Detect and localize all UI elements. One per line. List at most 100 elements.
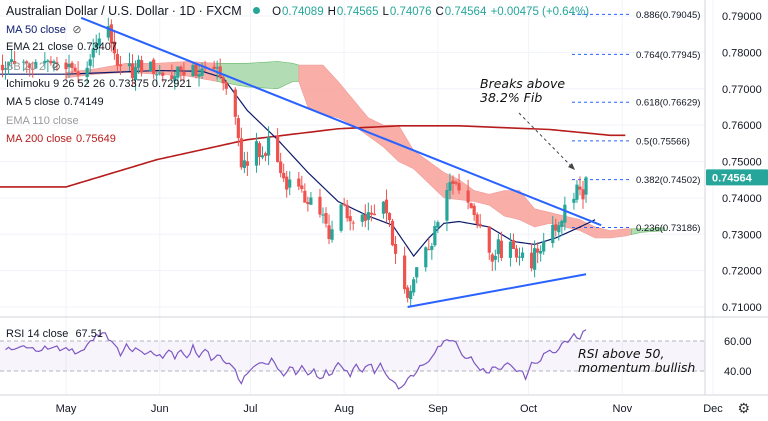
candle-body <box>6 61 11 66</box>
candle-body <box>321 214 325 216</box>
candle-body <box>155 74 159 76</box>
indicator-row[interactable]: MA 50 close ⊘ <box>6 23 84 36</box>
hidden-eye-icon[interactable]: ⊘ <box>72 24 82 36</box>
candle-body <box>372 213 376 216</box>
candle-body <box>85 67 89 78</box>
symbol-title[interactable]: Australian Dollar / U.S. Dollar <box>6 4 169 18</box>
candle-body <box>445 190 449 221</box>
candle-body <box>46 60 50 62</box>
indicator-row[interactable]: Ichimoku 9 26 52 26 0.73375 0.72921 <box>6 78 192 90</box>
candle-body <box>511 240 516 250</box>
candle-body <box>152 59 156 74</box>
candle-body <box>327 225 331 239</box>
indicator-row[interactable]: EMA 21 close 0.73407 <box>6 41 117 53</box>
candle-body <box>454 181 458 184</box>
indicator-row[interactable]: MA 5 close 0.74149 <box>6 96 104 108</box>
fib-level-label: 0.382(0.74502) <box>636 175 700 186</box>
candle-body <box>182 71 186 76</box>
rsi-annotation-line1: RSI above 50, <box>578 346 665 361</box>
fib-level-label: 0.5(0.75566) <box>636 136 690 147</box>
candle-body <box>212 66 216 69</box>
candle-body <box>73 67 77 72</box>
candle-body <box>424 247 428 268</box>
candle-body <box>288 179 292 188</box>
candle-body <box>97 38 101 46</box>
price-tick-label: 0.72000 <box>722 266 762 278</box>
rsi-legend-label: RSI 14 close <box>6 328 69 340</box>
candle-body <box>539 250 543 254</box>
price-tick-label: 0.77000 <box>722 84 762 96</box>
candle-body <box>363 215 367 221</box>
candle-body <box>433 226 437 246</box>
indicator-label: EMA 21 close <box>6 41 74 54</box>
candle-body <box>436 222 440 228</box>
candle-body <box>118 64 123 67</box>
candle-body <box>403 255 407 290</box>
candle-body <box>451 180 455 184</box>
candle-body <box>560 220 564 227</box>
indicator-label: MA 50 close <box>6 24 66 36</box>
rsi-legend-value: 67.51 <box>75 328 103 340</box>
indicator-label: BB 20 2 <box>6 60 46 73</box>
hidden-eye-icon[interactable]: ⊘ <box>51 60 61 73</box>
candle-body <box>517 256 522 258</box>
candle-body <box>572 198 576 203</box>
candle-body <box>224 82 228 89</box>
ma200-line <box>0 125 626 188</box>
candle-body <box>584 177 588 195</box>
candle-body <box>581 189 585 200</box>
indicator-label: MA 5 close <box>6 96 60 109</box>
candle-body <box>260 155 265 158</box>
candle-body <box>263 153 268 156</box>
price-tick-label: 0.74000 <box>722 193 762 205</box>
time-tick-label: Oct <box>520 403 537 415</box>
annotation-arrow <box>518 112 574 169</box>
candle-body <box>13 61 17 65</box>
candle-body <box>529 252 534 269</box>
candle-body <box>179 66 183 71</box>
change-value: +0.00475 (+0.64%) <box>490 6 590 18</box>
cloud-bullish-segment <box>216 61 300 90</box>
candle-body <box>478 223 482 227</box>
candle-body <box>427 249 431 251</box>
rsi-band <box>0 341 705 371</box>
ohlc-label-o: O <box>272 6 282 18</box>
candle-body <box>43 60 47 64</box>
candle-body <box>218 66 222 78</box>
ohlc-value-l: 0.74076 <box>389 6 432 18</box>
candle-body <box>70 62 74 68</box>
candle-body <box>490 254 494 262</box>
candle-body <box>324 213 328 224</box>
rsi-legend[interactable]: RSI 14 close 67.51 <box>6 328 103 340</box>
indicator-row[interactable]: BB 20 2 ⊘ <box>6 60 63 73</box>
candle-body <box>557 225 561 233</box>
candle-body <box>360 214 364 222</box>
candle-body <box>115 54 119 66</box>
candle-body <box>499 240 503 258</box>
candle-body <box>94 43 98 48</box>
candle-body <box>303 190 307 203</box>
candle-body <box>55 62 59 64</box>
candle-body <box>28 63 32 69</box>
indicator-row[interactable]: EMA 110 close <box>6 115 79 127</box>
candle-body <box>384 199 389 214</box>
candle-body <box>34 61 38 69</box>
candle-body <box>297 178 301 187</box>
ohlc-value-c: 0.74564 <box>444 6 487 18</box>
downtrend-line <box>80 16 602 227</box>
candle-body <box>508 241 513 258</box>
indicator-row[interactable]: MA 200 close 0.75649 <box>6 133 116 145</box>
candle-body <box>170 75 174 80</box>
indicator-label: EMA 110 close <box>6 114 79 127</box>
gear-icon[interactable]: ⚙ <box>737 400 750 416</box>
candle-body <box>0 64 5 71</box>
candle-body <box>31 68 35 70</box>
candle-body <box>239 138 243 168</box>
price-tick-label: 0.75000 <box>722 157 762 169</box>
candle-body <box>112 41 116 54</box>
candle-body <box>342 203 346 206</box>
interval-label[interactable]: 1D <box>179 4 196 18</box>
candle-body <box>136 59 141 68</box>
candle-body <box>369 212 373 215</box>
